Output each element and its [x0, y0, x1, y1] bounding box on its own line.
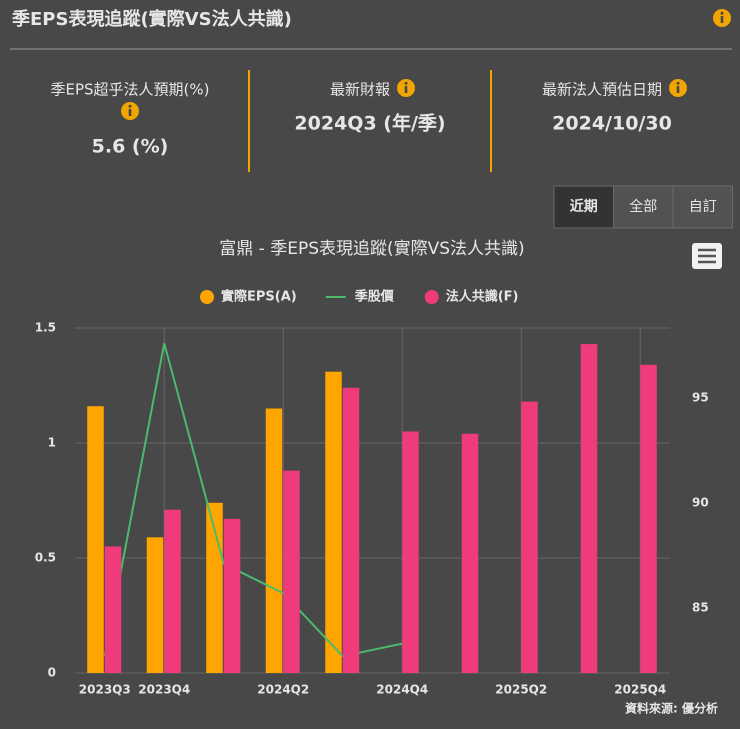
bar	[265, 408, 283, 673]
info-icon-stem	[404, 86, 408, 93]
button-bg	[672, 185, 733, 229]
page-title: 季EPS表現追蹤(實際VS法人共識)	[12, 8, 292, 30]
bar	[461, 433, 479, 673]
y-tick-label: 1.5	[35, 321, 56, 335]
bar	[87, 406, 104, 673]
legend-marker	[424, 290, 439, 304]
y-tick-label: 0	[48, 666, 56, 680]
bar	[325, 371, 342, 673]
chart-title: 富鼎 - 季EPS表現追蹤(實際VS法人共識)	[219, 239, 524, 259]
kpi-value: 2024/10/30	[552, 113, 672, 135]
y2-tick-label: 85	[692, 600, 709, 614]
kpi-label: 最新法人預估日期	[542, 81, 662, 99]
bar	[402, 431, 419, 673]
bar	[283, 470, 300, 673]
bar	[521, 401, 538, 673]
button-label: 全部	[629, 198, 657, 215]
legend-label: 法人共識(F)	[446, 289, 519, 305]
x-tick-label: 2024Q4	[376, 683, 428, 697]
bar	[146, 537, 164, 673]
legend-label: 實際EPS(A)	[221, 289, 297, 305]
kpi-value: 2024Q3 (年/季)	[294, 112, 445, 135]
x-tick-label: 2023Q3	[79, 683, 131, 697]
source: 資料來源: 優分析	[625, 701, 718, 716]
button-label: 近期	[570, 198, 598, 215]
bar	[104, 546, 122, 673]
info-icon-dot	[128, 104, 132, 108]
menu-button[interactable]	[692, 243, 722, 269]
kpi-value: 5.6 (%)	[92, 136, 169, 158]
x-tick-label: 2025Q2	[495, 683, 547, 697]
button-bg	[613, 185, 674, 229]
y-tick-label: 1	[48, 436, 56, 450]
y2-tick-label: 90	[692, 495, 709, 509]
x-tick-label: 2024Q2	[257, 683, 309, 697]
kpi-label: 季EPS超乎法人預期(%)	[50, 81, 209, 99]
y-tick-label: 0.5	[35, 551, 56, 565]
button-bg	[553, 185, 614, 229]
info-icon-dot	[676, 81, 680, 85]
info-icon-stem	[720, 16, 724, 23]
bar	[223, 518, 241, 673]
info-icon-dot	[404, 81, 408, 85]
range-button[interactable]: 全部	[613, 185, 674, 229]
bar	[164, 509, 181, 673]
bar	[640, 364, 657, 673]
info-icon-stem	[128, 109, 132, 116]
range-button[interactable]: 近期	[553, 185, 614, 229]
legend-label: 季股價	[354, 289, 395, 305]
info-icon-stem	[676, 86, 680, 93]
x-tick-label: 2025Q4	[614, 683, 666, 697]
bar	[342, 387, 360, 673]
kpi-label: 最新財報	[330, 81, 390, 99]
info-icon-dot	[720, 11, 724, 15]
legend-marker	[200, 290, 214, 304]
y2-tick-label: 95	[692, 390, 709, 404]
x-tick-label: 2023Q4	[138, 683, 190, 697]
range-button[interactable]: 自訂	[672, 185, 733, 229]
bar	[580, 344, 598, 673]
button-label: 自訂	[689, 199, 717, 215]
